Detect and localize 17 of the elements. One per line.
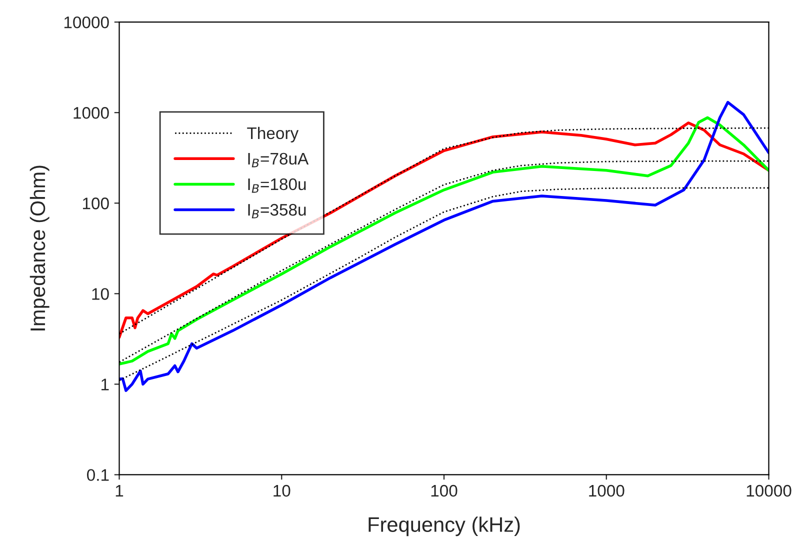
y-tick-label: 0.1 <box>87 469 109 481</box>
x-tick-label: 10 <box>274 484 290 497</box>
legend-label: I$_{B}$=358u <box>248 204 306 218</box>
legend-label: I$_{B}$=180u <box>248 178 306 193</box>
y-tick-label: 100 <box>82 198 109 210</box>
x-tick-label: 1000 <box>589 484 624 497</box>
y-tick-label: 10 <box>92 288 109 300</box>
y-tick-label: 1000 <box>74 107 109 119</box>
legend-label: I$_{B}$=78uA <box>248 152 309 168</box>
legend-label: Theory <box>247 126 299 142</box>
y-tick-label: 10000 <box>64 16 109 28</box>
y-tick-label: 1 <box>102 378 109 390</box>
x-axis-title: Frequency (kHz) <box>368 516 520 536</box>
y-axis-title: Impedance (Ohm) <box>30 166 50 330</box>
x-tick-label: 100 <box>431 484 458 497</box>
x-tick-label: 10000 <box>746 484 792 497</box>
x-tick-label: 1 <box>116 485 124 497</box>
